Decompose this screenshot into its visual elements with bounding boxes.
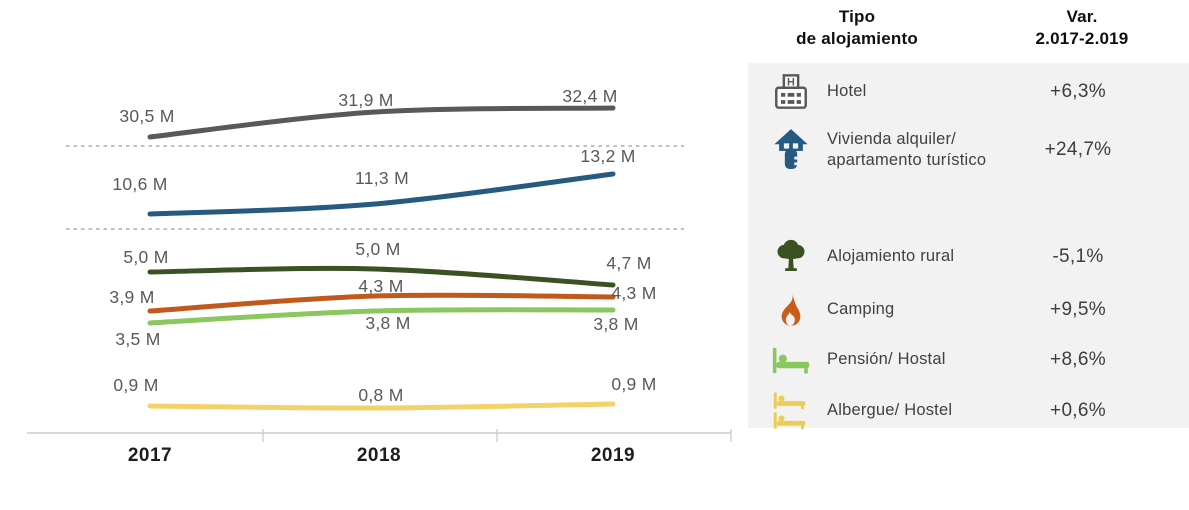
variation-value: +0,6% xyxy=(1050,400,1106,421)
column-header-tipo: Tipo de alojamiento xyxy=(747,6,967,50)
bunk-bed-icon xyxy=(771,389,811,433)
data-point-label: 3,9 M xyxy=(109,287,154,307)
variation-value: +24,7% xyxy=(1044,139,1112,160)
legend-label-line2: apartamento turístico xyxy=(827,151,987,169)
data-point-label: 32,4 M xyxy=(562,86,617,106)
legend-label: Hotel xyxy=(827,82,867,101)
legend-row-camping: Camping +9,5% xyxy=(748,291,1189,329)
series-line-pensi-n-hostal xyxy=(147,307,616,326)
data-point-label: 4,3 M xyxy=(358,276,403,296)
header-var-line2: 2.017-2.019 xyxy=(1035,29,1129,49)
data-point-label: 5,0 M xyxy=(123,247,168,267)
x-axis-label-2017: 2017 xyxy=(128,445,172,466)
header-tipo-line1: Tipo xyxy=(838,7,876,26)
data-point-label: 30,5 M xyxy=(119,106,174,126)
bed-icon xyxy=(771,338,811,382)
legend-label: Camping xyxy=(827,300,895,319)
variation-value: +8,6% xyxy=(1050,349,1106,370)
x-axis-label-2018: 2018 xyxy=(357,445,401,466)
data-point-label: 4,3 M xyxy=(611,283,656,303)
legend-row-vivienda: Vivienda alquiler/ apartamento turístico… xyxy=(748,125,1189,175)
variation-value: -5,1% xyxy=(1052,246,1104,267)
accommodation-line-chart: 30,5 M 31,9 M 32,4 M 10,6 M 11,3 M 13,2 M 5,0 … xyxy=(27,86,732,466)
legend-label: Vivienda alquiler/ apartamento turístico xyxy=(827,129,1032,172)
legend-row-albergue: Albergue/ Hostel +0,6% xyxy=(748,391,1189,431)
legend-label: Alojamiento rural xyxy=(827,247,955,266)
data-point-label: 3,5 M xyxy=(115,329,160,349)
legend-label: Albergue/ Hostel xyxy=(827,401,953,420)
legend-label-line1: Vivienda alquiler/ xyxy=(827,129,956,148)
data-point-label: 31,9 M xyxy=(338,90,393,110)
data-point-label: 3,8 M xyxy=(365,313,410,333)
x-axis-label-2019: 2019 xyxy=(591,445,635,466)
data-point-label: 11,3 M xyxy=(355,168,409,188)
series-line-vivienda-alquiler-apartamento-tur-stico xyxy=(147,171,616,217)
series-line-albergue-hostel xyxy=(147,401,616,411)
series-line-hotel xyxy=(147,105,616,140)
hotel-icon: H xyxy=(771,70,811,114)
variation-value: +6,3% xyxy=(1050,81,1106,102)
data-point-label: 0,9 M xyxy=(611,374,656,394)
data-point-label: 0,8 M xyxy=(358,385,403,405)
data-point-label: 13,2 M xyxy=(580,146,635,166)
svg-text:H: H xyxy=(787,76,795,88)
series-line-alojamiento-rural xyxy=(147,265,616,288)
series-line-camping xyxy=(147,292,616,314)
data-point-label: 0,9 M xyxy=(113,375,158,395)
data-point-label: 5,0 M xyxy=(355,239,400,259)
column-header-var: Var. 2.017-2.019 xyxy=(972,6,1189,50)
legend-row-hotel: H Hotel +6,3% xyxy=(748,73,1189,111)
flame-icon xyxy=(771,288,811,332)
legend-row-rural: Alojamiento rural -5,1% xyxy=(748,238,1189,276)
data-point-label: 4,7 M xyxy=(606,253,651,273)
data-point-label: 10,6 M xyxy=(112,174,167,194)
header-tipo-line2: de alojamiento xyxy=(796,29,918,49)
legend-row-pension: Pensión/ Hostal +8,6% xyxy=(748,341,1189,379)
legend-panel: H Hotel +6,3% xyxy=(748,63,1189,431)
data-point-label: 3,8 M xyxy=(593,314,638,334)
legend-label: Pensión/ Hostal xyxy=(827,350,946,369)
header-var-line1: Var. xyxy=(1066,7,1098,26)
tree-icon xyxy=(771,235,811,279)
variation-value: +9,5% xyxy=(1050,299,1106,320)
house-key-icon xyxy=(771,128,811,172)
